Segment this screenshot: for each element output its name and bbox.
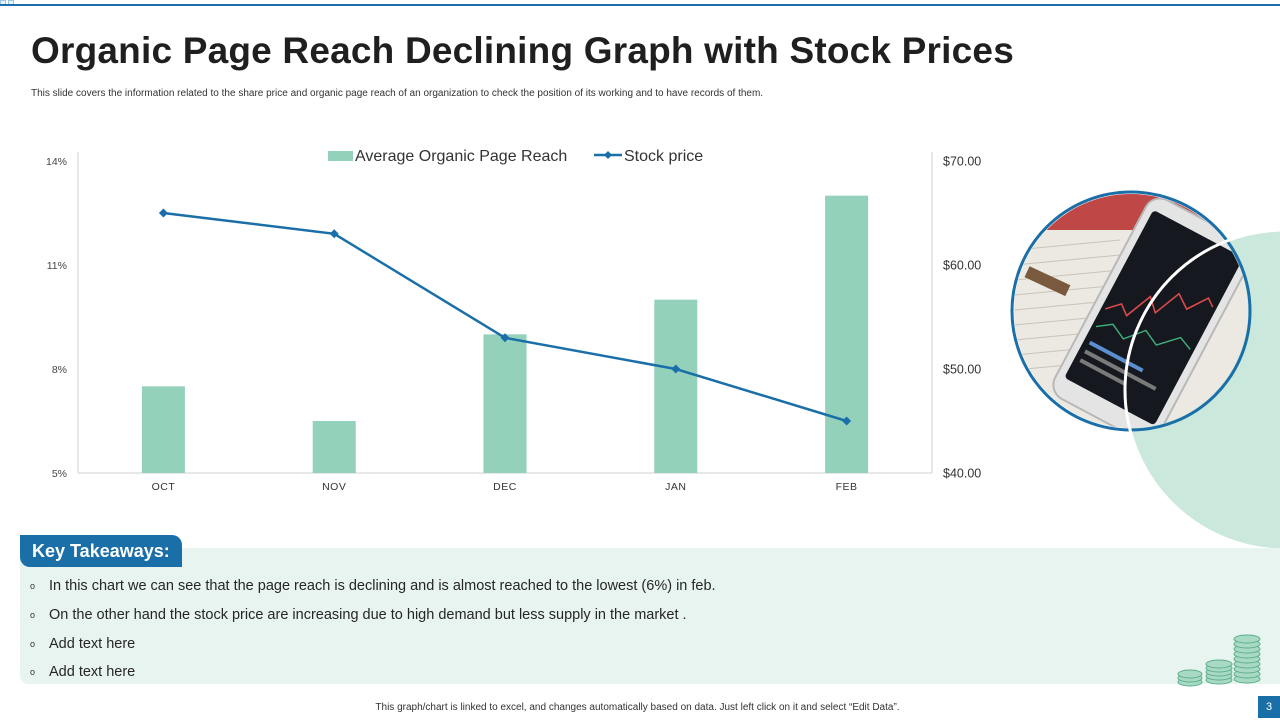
stock-phone-photo-icon bbox=[1010, 190, 1280, 552]
x-tick-dec: DEC bbox=[493, 481, 517, 493]
legend-bar-swatch bbox=[328, 151, 353, 161]
y-right-tick: $60.00 bbox=[943, 259, 981, 273]
bullet-icon: o bbox=[30, 610, 36, 621]
x-tick-feb: FEB bbox=[836, 481, 858, 493]
y-left-tick: 11% bbox=[47, 260, 67, 272]
bar-nov[interactable] bbox=[312, 421, 356, 473]
stock-marker-nov[interactable] bbox=[329, 229, 339, 239]
page-subtitle: This slide covers the information relate… bbox=[31, 88, 764, 99]
top-rule bbox=[0, 4, 1280, 6]
bar-feb[interactable] bbox=[825, 195, 869, 473]
y-right-tick: $70.00 bbox=[943, 155, 981, 169]
bar-oct[interactable] bbox=[141, 386, 185, 473]
takeaways-panel bbox=[20, 548, 1280, 684]
stock-line-group bbox=[158, 208, 852, 426]
takeaway-item: o On the other hand the stock price are i… bbox=[30, 601, 716, 630]
takeaway-text: Add text here bbox=[49, 635, 136, 652]
bullet-icon: o bbox=[30, 638, 36, 649]
takeaways-list: o In this chart we can see that the page … bbox=[30, 572, 716, 687]
legend-line-marker bbox=[604, 151, 612, 159]
y-left-tick: 5% bbox=[52, 468, 67, 480]
stock-marker-oct[interactable] bbox=[158, 208, 168, 218]
takeaways-heading: Key Takeaways: bbox=[20, 535, 182, 567]
y-right-tick: $50.00 bbox=[943, 363, 981, 377]
y-right-tick: $40.00 bbox=[943, 467, 981, 481]
footer-note: This graph/chart is linked to excel, and… bbox=[375, 702, 900, 713]
legend-line-label: Stock price bbox=[624, 148, 703, 165]
coin-stacks-icon bbox=[1177, 634, 1261, 687]
takeaway-text: On the other hand the stock price are in… bbox=[49, 607, 687, 624]
combo-chart[interactable]: 5% 8% 11% 14% $40.00 $50.00 $60.00 $70.00 OCT NOV… bbox=[0, 140, 1010, 510]
takeaway-item: o Add text here bbox=[30, 629, 716, 658]
page-title: Organic Page Reach Declining Graph with … bbox=[31, 30, 1014, 71]
x-tick-oct: OCT bbox=[152, 481, 176, 493]
takeaway-text: Add text here bbox=[49, 664, 136, 681]
bar-jan[interactable] bbox=[654, 299, 698, 473]
x-tick-nov: NOV bbox=[322, 481, 346, 493]
x-tick-jan: JAN bbox=[665, 481, 686, 493]
bars-group bbox=[141, 195, 869, 473]
takeaway-text: In this chart we can see that the page r… bbox=[49, 578, 716, 595]
legend-bar-label: Average Organic Page Reach bbox=[355, 148, 567, 165]
photo-content bbox=[1014, 194, 1248, 428]
stock-marker-jan[interactable] bbox=[671, 364, 681, 374]
stock-marker-dec[interactable] bbox=[500, 333, 510, 343]
ticks-group: 5% 8% 11% 14% $40.00 $50.00 $60.00 $70.00 OCT NOV… bbox=[46, 155, 981, 494]
bullet-icon: o bbox=[30, 581, 36, 592]
takeaway-item: o Add text here bbox=[30, 658, 716, 687]
takeaway-item: o In this chart we can see that the page … bbox=[30, 572, 716, 601]
y-left-tick: 14% bbox=[46, 156, 67, 168]
bar-dec[interactable] bbox=[483, 334, 527, 473]
overlap-arc bbox=[1123, 228, 1280, 552]
stock-marker-feb[interactable] bbox=[842, 416, 852, 426]
page-number: 3 bbox=[1258, 696, 1280, 718]
bullet-icon: o bbox=[30, 667, 36, 678]
y-left-tick: 8% bbox=[52, 364, 67, 376]
chart-legend[interactable]: Average Organic Page Reach Stock price bbox=[328, 148, 703, 165]
